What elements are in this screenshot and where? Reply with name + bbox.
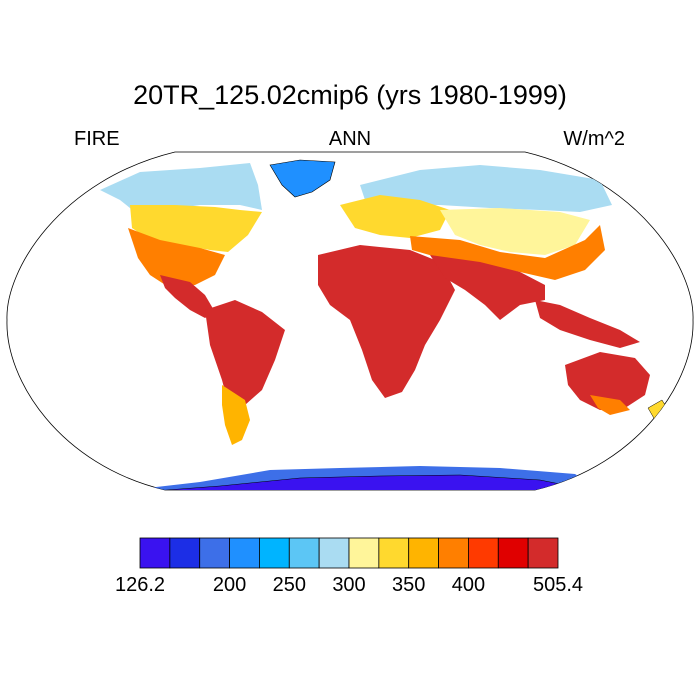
- colorbar-tick-label: 300: [332, 574, 366, 596]
- eurasia-cold: [360, 165, 612, 212]
- subtitle-left: FIRE: [74, 128, 120, 150]
- southeast-asia: [535, 300, 640, 348]
- south-america-hot: [205, 300, 285, 410]
- colorbar-tick-label: 400: [451, 574, 486, 596]
- africa: [318, 245, 455, 398]
- colorbar-tick-label: 126.2: [114, 574, 166, 596]
- antarctica: [139, 474, 591, 490]
- north-america-mid: [130, 205, 262, 252]
- greenland: [269, 159, 336, 198]
- north-america-warm: [128, 228, 225, 288]
- asia-warm: [410, 225, 605, 280]
- australia-south: [590, 395, 630, 415]
- colorbar-tick-label: 350: [392, 574, 426, 596]
- europe-mid: [340, 195, 450, 238]
- colorbar-tick-label: 505.4: [532, 574, 584, 596]
- colorbar-tick-label: 250: [272, 574, 306, 596]
- south-america-south: [222, 385, 250, 445]
- central-america: [160, 275, 215, 318]
- colorbar-tick-label: 200: [212, 574, 247, 596]
- south-asia: [430, 255, 545, 320]
- asia-mid: [440, 208, 590, 255]
- subtitle-right: W/m^2: [563, 128, 625, 150]
- land-fill-layer: [100, 159, 669, 490]
- plot-title: 20TR_125.02cmip6 (yrs 1980-1999): [133, 80, 567, 110]
- subtitle-center: ANN: [328, 128, 372, 150]
- north-america-cold: [100, 163, 262, 212]
- australia: [565, 352, 650, 410]
